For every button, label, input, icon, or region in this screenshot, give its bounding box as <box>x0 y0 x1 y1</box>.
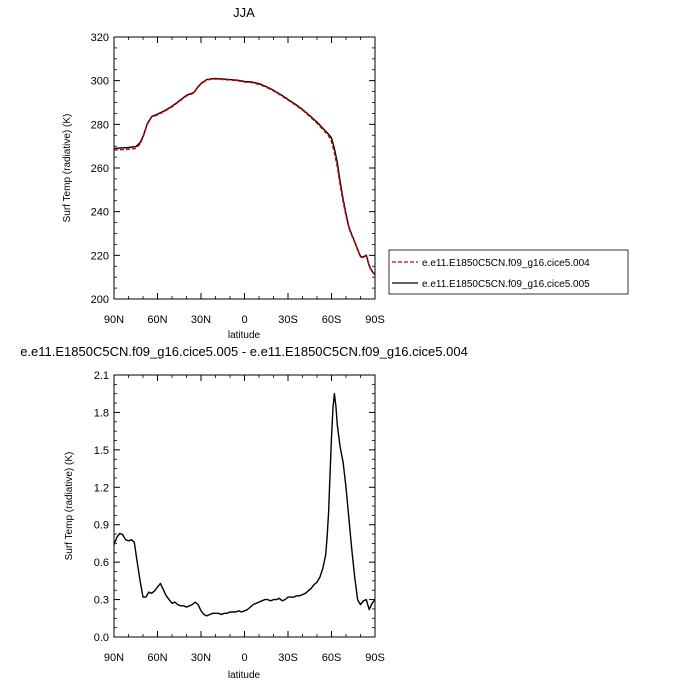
bottom-y-tick-label: 1.2 <box>94 482 109 494</box>
bottom-y-tick-label: 1.8 <box>94 407 109 419</box>
bottom-x-tick-label: 90S <box>365 652 385 664</box>
bottom-y-axis-label: Surf Temp (radiative) (K) <box>64 452 75 561</box>
bottom-y-ticks: 0.0 0.3 0.6 0.9 1.2 1.5 1.8 2.1 <box>94 370 375 644</box>
legend: e.e11.E1850C5CN.f09_g16.cice5.004 e.e11.… <box>388 249 629 295</box>
top-x-tick-label: 90S <box>365 314 385 326</box>
top-x-tick-label: 60S <box>322 314 342 326</box>
bottom-x-ticks: 90N 60N 30N 0 30S 60S 90S <box>104 375 385 664</box>
top-x-tick-label: 90N <box>104 314 124 326</box>
bottom-y-tick-label: 1.5 <box>94 445 109 457</box>
top-x-axis-label: latitude <box>228 330 261 341</box>
top-y-tick-label: 260 <box>91 163 109 175</box>
bottom-y-tick-label: 0.9 <box>94 520 109 532</box>
top-y-tick-label: 300 <box>91 76 109 88</box>
top-plot-area <box>113 77 376 276</box>
top-x-tick-label: 0 <box>241 314 247 326</box>
bottom-chart-title: e.e11.E1850C5CN.f09_g16.cice5.005 - e.e1… <box>20 344 468 359</box>
top-y-tick-label: 320 <box>91 32 109 44</box>
legend-box <box>388 249 629 295</box>
bottom-x-tick-label: 30N <box>191 652 211 664</box>
top-y-tick-label: 220 <box>91 250 109 262</box>
bottom-y-tick-label: 0.3 <box>94 595 109 607</box>
top-panel: JJA 90N 60N 30N 0 30S 60S 90S 200 220 240 260 280 3… <box>62 5 385 341</box>
top-y-tick-label: 240 <box>91 207 109 219</box>
top-series-line-1 <box>113 77 376 275</box>
bottom-series-line-0 <box>113 393 376 617</box>
bottom-plot-area <box>113 393 376 617</box>
bottom-y-tick-label: 0.6 <box>94 557 109 569</box>
legend-label-004: e.e11.E1850C5CN.f09_g16.cice5.004 <box>422 258 590 269</box>
legend-label-005: e.e11.E1850C5CN.f09_g16.cice5.005 <box>422 279 590 290</box>
top-chart-title: JJA <box>233 5 255 20</box>
bottom-x-tick-label: 60N <box>147 652 167 664</box>
top-x-tick-label: 30N <box>191 314 211 326</box>
bottom-x-tick-label: 0 <box>241 652 247 664</box>
top-x-tick-label: 30S <box>278 314 298 326</box>
top-y-tick-label: 200 <box>91 294 109 306</box>
top-series-line-0 <box>113 78 376 276</box>
top-x-ticks: 90N 60N 30N 0 30S 60S 90S <box>104 37 385 326</box>
top-x-tick-label: 60N <box>147 314 167 326</box>
bottom-x-tick-label: 90N <box>104 652 124 664</box>
bottom-panel: e.e11.E1850C5CN.f09_g16.cice5.005 - e.e1… <box>20 344 468 681</box>
bottom-x-tick-label: 60S <box>322 652 342 664</box>
top-y-axis-label: Surf Temp (radiative) (K) <box>62 114 73 223</box>
bottom-y-tick-label: 0.0 <box>94 632 109 644</box>
bottom-x-tick-label: 30S <box>278 652 298 664</box>
bottom-y-tick-label: 2.1 <box>94 370 109 382</box>
bottom-x-axis-label: latitude <box>228 670 261 681</box>
top-y-ticks: 200 220 240 260 280 300 320 <box>91 32 375 306</box>
top-y-tick-label: 280 <box>91 119 109 131</box>
top-plot-frame <box>113 36 376 300</box>
